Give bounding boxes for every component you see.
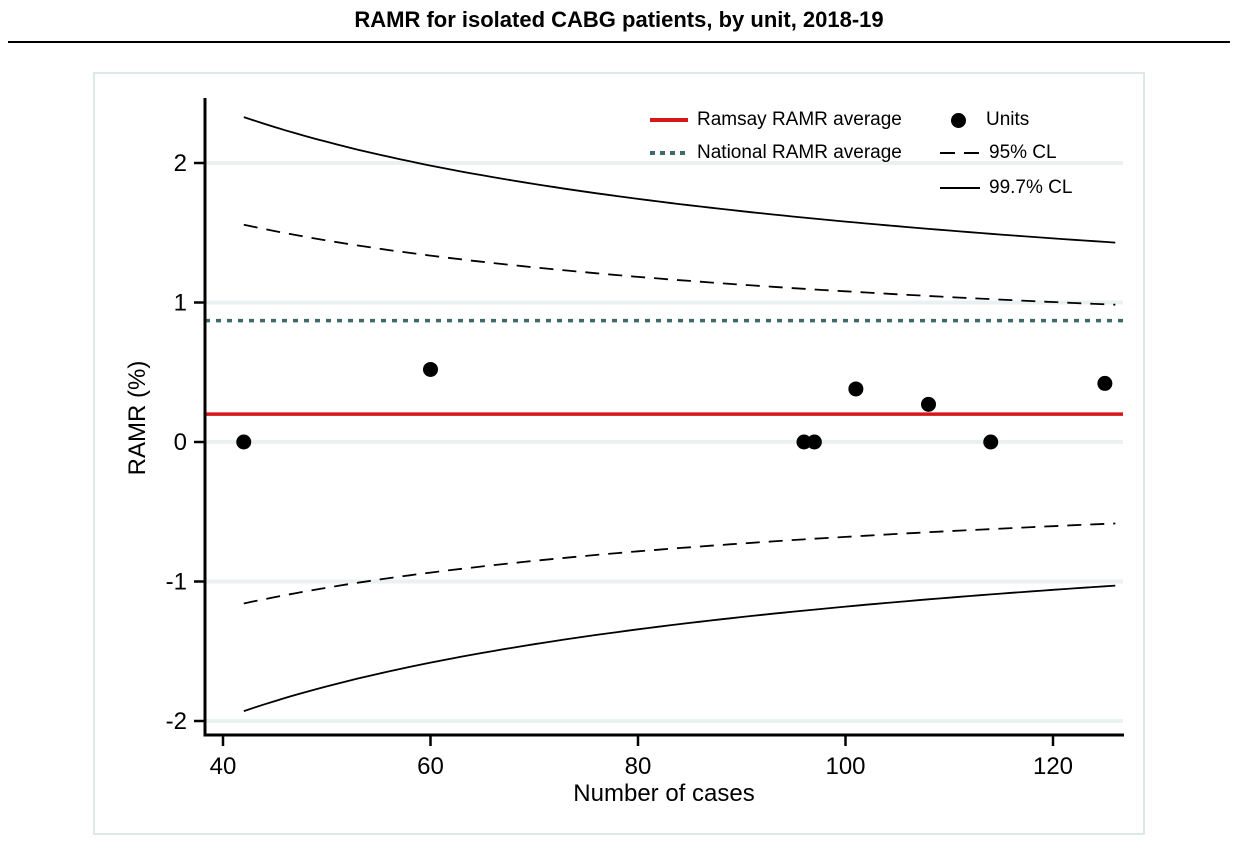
legend-item-997-cl: 99.7% CL [940, 177, 1073, 198]
legend-label-997-cl: 99.7% CL [989, 177, 1073, 198]
legend-item-national-average: National RAMR average [650, 142, 902, 163]
black-solid-line-swatch [940, 187, 980, 189]
upper-95-cl-curve [243, 223, 1116, 306]
black-circle-marker-swatch [951, 112, 966, 128]
black-dashed-line-swatch [940, 152, 980, 154]
unit-point [921, 396, 936, 412]
legend-label-ramsay-average: Ramsay RAMR average [697, 109, 902, 130]
unit-point [983, 434, 999, 450]
upper-997-cl-curve [243, 116, 1116, 244]
x-tick-label: 40 [210, 753, 237, 780]
unit-point [806, 434, 822, 450]
x-tick-label: 80 [625, 753, 652, 780]
lower-95-cl-curve [243, 522, 1116, 605]
legend-item-units: Units [940, 109, 1030, 130]
y-tick-label: 2 [174, 150, 187, 177]
y-axis-label: RAMR (%) [124, 360, 151, 476]
x-tick-label: 120 [1033, 753, 1073, 780]
chart-panel: 2 1 0 -1 -2 40 60 80 100 120 RAMR (%) Number of c… [93, 72, 1145, 835]
y-tick-label: 0 [174, 429, 187, 456]
unit-point [1097, 375, 1113, 391]
legend-label-95-cl: 95% CL [989, 142, 1057, 163]
y-tick-label: -1 [166, 569, 187, 596]
title-bar: RAMR for isolated CABG patients, by unit… [8, 0, 1230, 43]
x-tick-label: 100 [825, 753, 865, 780]
funnel-plot-canvas: 2 1 0 -1 -2 40 60 80 100 120 [166, 98, 1124, 780]
legend-label-units: Units [986, 109, 1030, 130]
unit-point [236, 434, 252, 450]
legend-item-ramsay-average: Ramsay RAMR average [650, 109, 902, 130]
x-axis-label: Number of cases [573, 780, 755, 807]
x-tick-label: 60 [417, 753, 444, 780]
lower-997-cl-curve [243, 584, 1116, 712]
teal-dotted-line-swatch [650, 151, 688, 155]
unit-point [848, 381, 864, 397]
unit-point [423, 361, 438, 377]
unit-point [796, 434, 812, 450]
red-solid-line-swatch [650, 118, 688, 122]
legend-item-95-cl: 95% CL [940, 142, 1057, 163]
y-tick-label: 1 [174, 290, 187, 317]
figure-title: RAMR for isolated CABG patients, by unit… [354, 7, 884, 32]
legend-label-national-average: National RAMR average [697, 142, 902, 163]
y-tick-label: -2 [166, 708, 187, 735]
